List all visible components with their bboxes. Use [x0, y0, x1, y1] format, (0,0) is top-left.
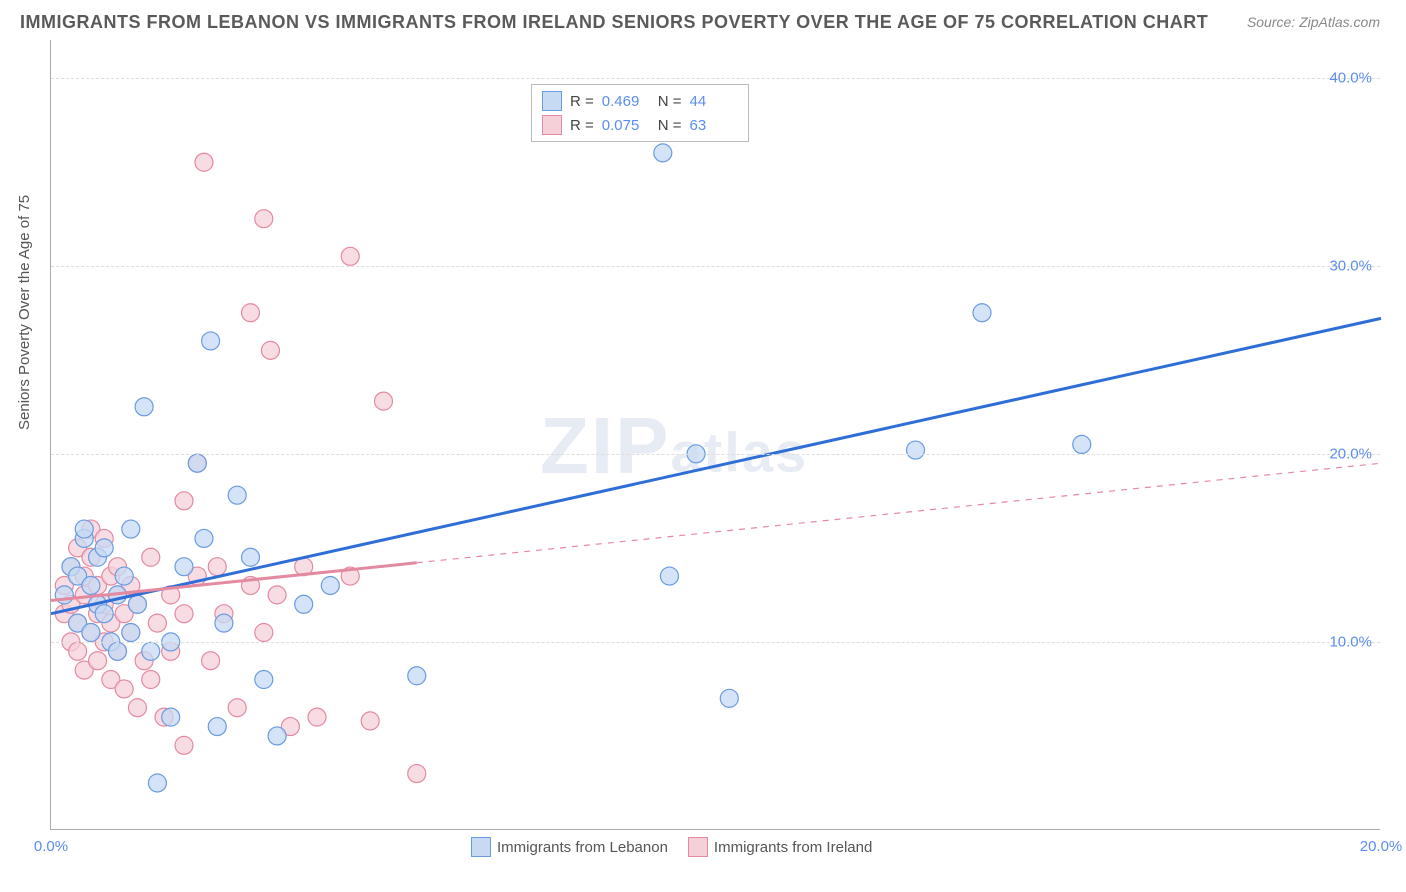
swatch-ireland-icon [688, 837, 708, 857]
swatch-ireland [542, 115, 562, 135]
legend-correlation: R = 0.469 N = 44 R = 0.075 N = 63 [531, 84, 749, 142]
source-label: Source: ZipAtlas.com [1247, 14, 1380, 30]
y-tick: 20.0% [1329, 445, 1372, 462]
x-tick: 0.0% [34, 838, 68, 855]
swatch-lebanon [542, 91, 562, 111]
chart-area: R = 0.469 N = 44 R = 0.075 N = 63 Immigr… [50, 40, 1380, 830]
chart-title: IMMIGRANTS FROM LEBANON VS IMMIGRANTS FR… [20, 12, 1208, 33]
series-label-ireland: Immigrants from Ireland [714, 839, 872, 856]
scatter-plot [51, 40, 1380, 829]
y-tick: 10.0% [1329, 633, 1372, 650]
series-label-lebanon: Immigrants from Lebanon [497, 839, 668, 856]
y-tick: 40.0% [1329, 69, 1372, 86]
swatch-lebanon-icon [471, 837, 491, 857]
x-tick: 20.0% [1360, 838, 1403, 855]
y-tick: 30.0% [1329, 257, 1372, 274]
y-axis-label: Seniors Poverty Over the Age of 75 [16, 195, 33, 430]
legend-series: Immigrants from Lebanon Immigrants from … [471, 837, 872, 857]
